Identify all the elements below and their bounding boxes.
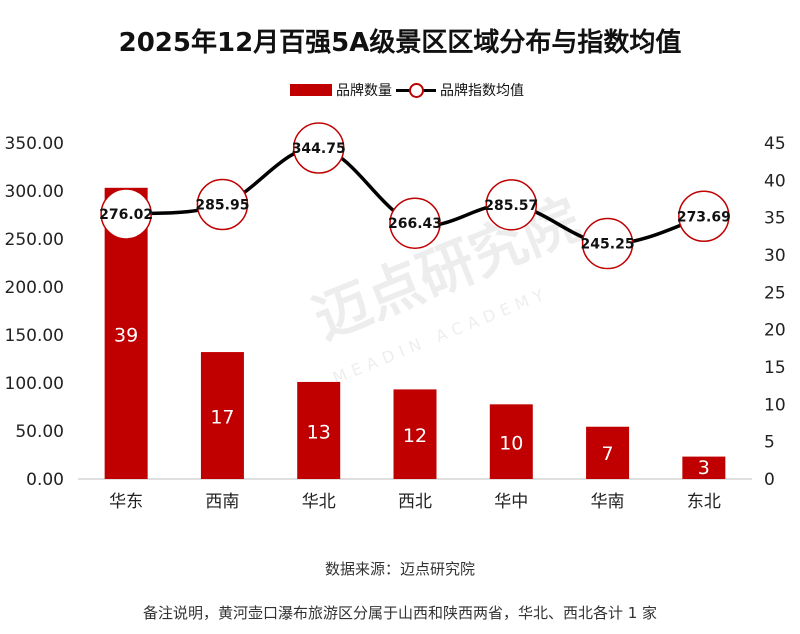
legend-bar-swatch <box>290 84 332 96</box>
category-label: 华北 <box>302 492 336 512</box>
right-axis-tick-label: 30 <box>764 246 786 266</box>
bar-value-label: 7 <box>602 443 614 465</box>
right-axis-tick-label: 0 <box>764 470 775 490</box>
category-label: 西南 <box>205 492 239 512</box>
line-value-label: 273.69 <box>677 209 731 225</box>
line-marker <box>678 190 730 243</box>
left-axis-tick-label: 300.00 <box>5 182 64 202</box>
bar <box>200 352 244 479</box>
left-axis-tick-label: 0.00 <box>26 470 64 490</box>
legend-bar-label: 品牌数量 <box>336 83 392 99</box>
line-marker <box>292 122 345 174</box>
line-value-label: 344.75 <box>292 141 346 157</box>
line-marker <box>100 188 152 240</box>
bar-value-label: 3 <box>698 457 710 479</box>
legend: 品牌数量 品牌指数均值 <box>0 80 800 100</box>
right-axis-tick-label: 40 <box>764 171 786 191</box>
footnote: 备注说明，黄河壶口瀑布旅游区分属于山西和陕西两省，华北、西北各计 1 家 <box>142 604 658 622</box>
bar <box>682 456 726 479</box>
chart-title: 2025年12月百强5A级景区区域分布与指数均值 <box>118 28 682 58</box>
left-axis-tick-label: 200.00 <box>5 278 64 298</box>
bar-value-label: 10 <box>499 433 523 455</box>
category-label: 华南 <box>591 492 625 512</box>
left-axis-tick-label: 50.00 <box>15 422 64 442</box>
line-marker <box>196 178 249 231</box>
right-axis-tick-label: 5 <box>764 433 775 453</box>
right-axis-tick-label: 20 <box>764 321 786 341</box>
left-axis-tick-label: 350.00 <box>5 134 64 154</box>
line-value-label: 285.57 <box>484 198 538 214</box>
category-label: 东北 <box>687 492 721 512</box>
left-axis-tick-label: 250.00 <box>5 230 64 250</box>
bar <box>489 404 533 479</box>
right-axis-tick-label: 10 <box>764 395 786 415</box>
category-label: 华东 <box>109 492 143 512</box>
bar <box>586 426 630 479</box>
bar <box>297 381 341 479</box>
right-axis-tick-label: 25 <box>764 283 786 303</box>
bar-value-label: 39 <box>114 324 138 346</box>
legend-line-marker <box>409 83 424 98</box>
line-value-label: 266.43 <box>388 216 442 232</box>
line-marker <box>581 217 634 270</box>
bar-value-label: 13 <box>307 421 331 443</box>
bar-value-label: 12 <box>403 425 427 447</box>
line-value-label: 285.95 <box>195 197 249 213</box>
data-source: 数据来源：迈点研究院 <box>324 560 475 578</box>
right-axis-tick-label: 45 <box>764 134 786 154</box>
legend-line-label: 品牌指数均值 <box>440 83 524 99</box>
left-axis-tick-label: 150.00 <box>5 326 64 346</box>
category-label: 西北 <box>398 492 432 512</box>
category-label: 华中 <box>494 492 528 512</box>
right-axis-tick-label: 35 <box>764 209 786 229</box>
line-value-label: 276.02 <box>99 207 153 223</box>
bar <box>393 389 437 479</box>
line-marker <box>485 179 538 231</box>
line-marker <box>389 197 441 249</box>
line-value-label: 245.25 <box>581 237 635 253</box>
bar-value-label: 17 <box>210 407 234 429</box>
right-axis-tick-label: 15 <box>764 358 786 378</box>
left-axis-tick-label: 100.00 <box>5 374 64 394</box>
